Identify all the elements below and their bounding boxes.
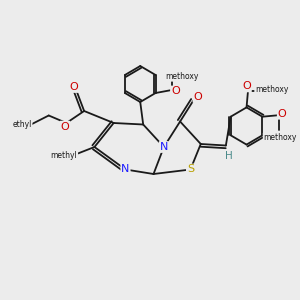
Text: ethyl: ethyl <box>13 120 32 129</box>
Text: O: O <box>61 122 69 132</box>
Text: methoxy: methoxy <box>255 85 288 94</box>
Text: methyl: methyl <box>51 152 77 160</box>
Text: N: N <box>160 142 168 152</box>
Text: O: O <box>278 109 286 119</box>
Text: methoxy: methoxy <box>263 133 297 142</box>
Text: N: N <box>121 164 130 175</box>
Text: methoxy: methoxy <box>166 72 199 81</box>
Text: O: O <box>194 92 202 102</box>
Text: O: O <box>171 86 180 97</box>
Text: O: O <box>69 82 78 92</box>
Text: S: S <box>187 164 194 175</box>
Text: O: O <box>242 81 251 92</box>
Text: H: H <box>225 151 233 161</box>
